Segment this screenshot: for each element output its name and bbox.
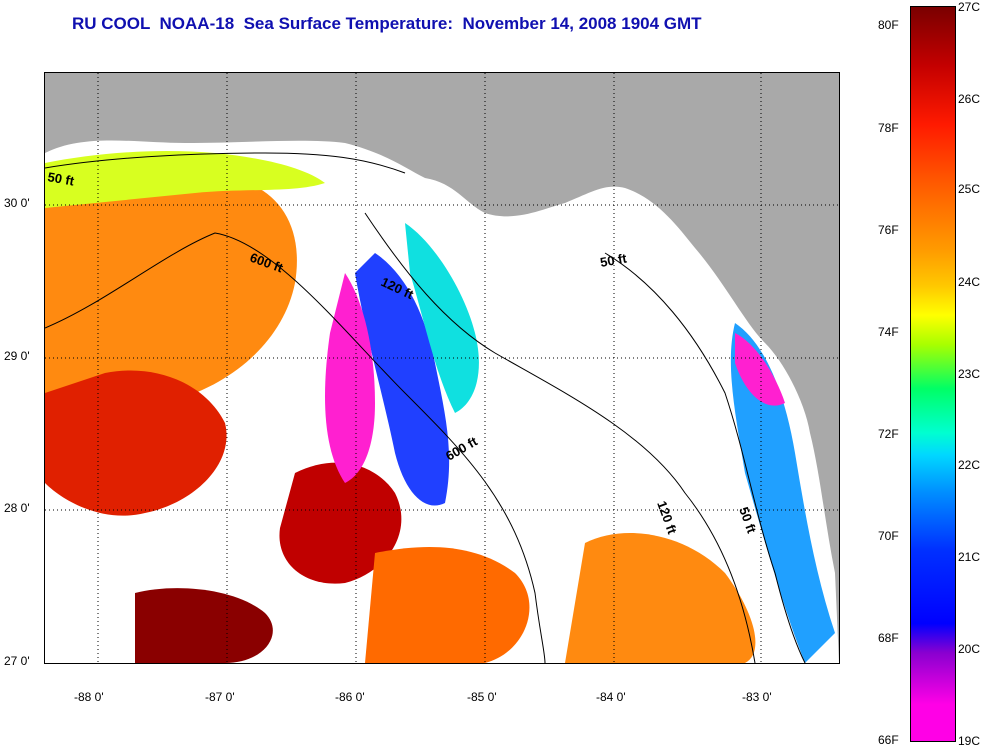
colorbar-f-label: 74F	[878, 325, 899, 339]
sst-darkred-south	[135, 588, 273, 663]
lon-label: -86 0'	[335, 690, 365, 704]
colorbar-c-label: 20C	[958, 642, 981, 656]
graticule	[45, 73, 839, 663]
colorbar-c-label: 27C	[958, 0, 981, 14]
map-title: RU COOL NOAA-18 Sea Surface Temperature:…	[72, 14, 702, 33]
colorbar-c-label: 25C	[958, 182, 981, 196]
sst-warm-region-west	[45, 176, 297, 405]
colorbar-c-label: 24C	[958, 275, 981, 289]
lon-label: -84 0'	[596, 690, 626, 704]
colorbar-c-label: 23C	[958, 367, 981, 381]
sst-cool-band	[355, 253, 450, 506]
lat-label: 29 0'	[4, 349, 30, 363]
sst-map-canvas: 50 ft 600 ft 120 ft 50 ft 600 ft 120 ft …	[45, 73, 839, 663]
sst-map: 50 ft 600 ft 120 ft 50 ft 600 ft 120 ft …	[44, 72, 840, 664]
lon-label: -88 0'	[74, 690, 104, 704]
contour-50ft-west	[45, 152, 406, 174]
temperature-colorbar	[910, 6, 956, 742]
lon-label: -85 0'	[467, 690, 497, 704]
sst-east-coast-cool	[730, 323, 835, 663]
lat-label: 28 0'	[4, 501, 30, 515]
sst-red-core-central	[279, 462, 402, 584]
sst-orange-south	[365, 547, 530, 663]
sst-orange-east	[565, 533, 756, 663]
sst-magenta-band	[325, 273, 375, 483]
colorbar-f-label: 76F	[878, 223, 899, 237]
lat-label: 30 0'	[4, 196, 30, 210]
sst-yellow-band	[45, 151, 325, 208]
colorbar-f-label: 68F	[878, 631, 899, 645]
colorbar-f-label: 70F	[878, 529, 899, 543]
contour-120ft	[364, 212, 756, 663]
lon-label: -83 0'	[742, 690, 772, 704]
contour-label: 50 ft	[46, 169, 76, 189]
colorbar-c-label: 22C	[958, 458, 981, 472]
colorbar-c-label: 26C	[958, 92, 981, 106]
colorbar-f-label: 72F	[878, 427, 899, 441]
sst-cyan-band	[405, 223, 479, 413]
colorbar-c-label: 19C	[958, 734, 981, 748]
colorbar-f-label: 78F	[878, 121, 899, 135]
lon-label: -87 0'	[205, 690, 235, 704]
colorbar-f-label: 66F	[878, 733, 899, 747]
sst-east-magenta	[735, 333, 785, 406]
contour-50ft-east	[604, 252, 806, 663]
sst-red-core-west	[45, 370, 227, 516]
contour-label: 50 ft	[599, 250, 629, 270]
lat-label: 27 0'	[4, 654, 30, 668]
colorbar-f-label: 80F	[878, 18, 899, 32]
colorbar-c-label: 21C	[958, 550, 981, 564]
contour-600ft	[45, 232, 546, 663]
